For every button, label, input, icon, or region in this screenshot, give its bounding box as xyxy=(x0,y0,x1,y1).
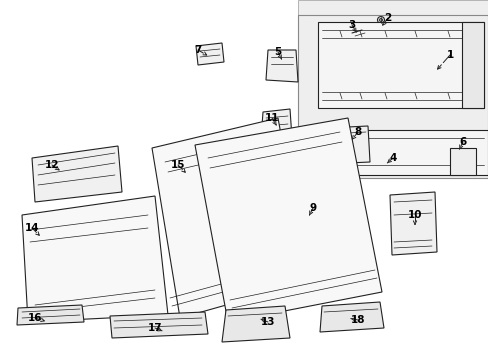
Polygon shape xyxy=(32,146,122,202)
Ellipse shape xyxy=(423,146,439,158)
Polygon shape xyxy=(299,130,487,175)
Text: 6: 6 xyxy=(458,137,466,147)
Polygon shape xyxy=(222,306,289,342)
Polygon shape xyxy=(449,148,475,175)
Polygon shape xyxy=(110,312,207,338)
Text: 3: 3 xyxy=(347,20,355,30)
Text: 10: 10 xyxy=(407,210,421,220)
Ellipse shape xyxy=(353,147,369,158)
Ellipse shape xyxy=(334,310,369,324)
Text: 17: 17 xyxy=(147,323,162,333)
Bar xyxy=(297,0,487,178)
Polygon shape xyxy=(195,118,381,322)
Text: 4: 4 xyxy=(388,153,396,163)
Text: 12: 12 xyxy=(45,160,59,170)
Polygon shape xyxy=(325,126,369,164)
Ellipse shape xyxy=(392,147,406,157)
Text: 14: 14 xyxy=(24,223,39,233)
Text: 18: 18 xyxy=(350,315,365,325)
Polygon shape xyxy=(152,118,307,318)
Text: 16: 16 xyxy=(28,313,42,323)
Polygon shape xyxy=(196,43,224,65)
Ellipse shape xyxy=(379,18,382,22)
Text: 9: 9 xyxy=(309,203,316,213)
Text: 15: 15 xyxy=(170,160,185,170)
Text: 11: 11 xyxy=(264,113,279,123)
Ellipse shape xyxy=(377,17,384,23)
Text: 5: 5 xyxy=(274,47,281,57)
Polygon shape xyxy=(319,302,383,332)
Polygon shape xyxy=(17,305,84,325)
Polygon shape xyxy=(389,192,436,255)
Polygon shape xyxy=(261,109,291,140)
Ellipse shape xyxy=(238,317,273,331)
Ellipse shape xyxy=(454,157,470,167)
Polygon shape xyxy=(265,50,297,82)
Text: 8: 8 xyxy=(354,127,361,137)
Ellipse shape xyxy=(336,138,358,152)
Text: 2: 2 xyxy=(384,13,391,23)
Polygon shape xyxy=(22,196,168,322)
Polygon shape xyxy=(461,22,483,108)
Text: 7: 7 xyxy=(194,45,201,55)
Polygon shape xyxy=(317,22,483,108)
Polygon shape xyxy=(291,188,334,236)
Ellipse shape xyxy=(315,146,333,158)
Text: 1: 1 xyxy=(446,50,453,60)
Text: 13: 13 xyxy=(260,317,275,327)
